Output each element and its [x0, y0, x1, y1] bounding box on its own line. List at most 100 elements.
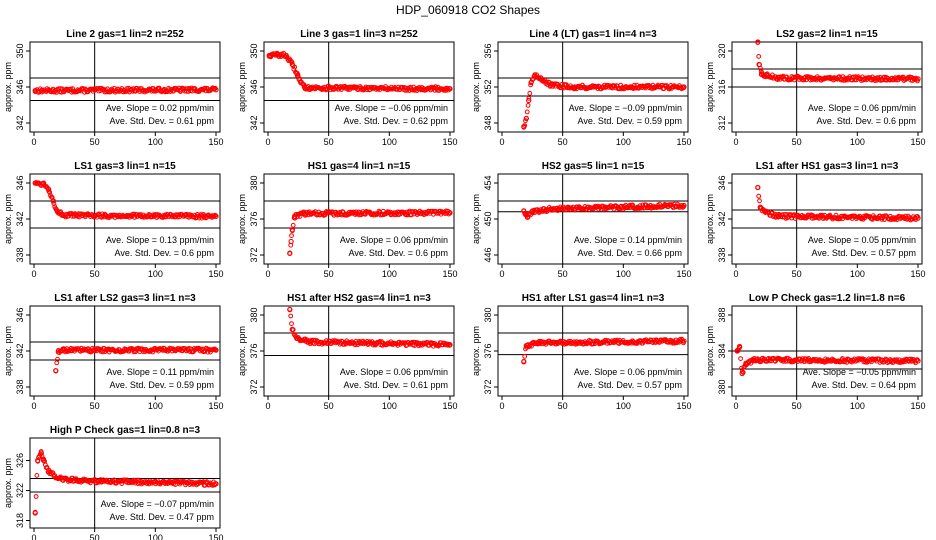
y-tick-label: 450 — [483, 211, 493, 226]
slope-text: Ave. Slope = 0.11 ppm/min — [107, 367, 214, 377]
panel-title: LS1 gas=3 lin=1 n=15 — [74, 161, 176, 172]
data-point — [196, 215, 202, 221]
data-point — [775, 75, 782, 81]
data-point — [603, 338, 609, 344]
scatter-series — [53, 345, 219, 374]
y-tick-label: 376 — [249, 343, 259, 358]
data-point — [736, 343, 743, 350]
data-point — [528, 79, 534, 86]
data-point — [915, 358, 921, 364]
chart-panel: LS1 gas=3 lin=1 n=15 0 50 100 150 338 342 346ap… — [3, 161, 224, 279]
panel-title: LS1 after LS2 gas=3 lin=1 n=3 — [54, 293, 196, 304]
data-point — [738, 356, 743, 362]
data-point — [521, 359, 527, 365]
data-point — [447, 342, 453, 348]
data-point — [83, 347, 88, 352]
data-point — [346, 84, 352, 90]
y-tick-label: 380 — [483, 307, 493, 322]
x-tick-label: 100 — [616, 269, 631, 279]
data-point — [34, 473, 40, 478]
chart-panel: High P Check gas=1 lin=0.8 n=3 0 50 100 150 3… — [3, 425, 224, 540]
scatter-series — [755, 184, 921, 223]
data-point — [151, 88, 157, 94]
std-dev-text: Ave. Std. Dev. = 0.59 ppm — [110, 380, 214, 390]
y-tick-label: 352 — [483, 79, 493, 94]
data-point — [289, 233, 294, 239]
panel-title: HS2 gas=5 lin=1 n=15 — [542, 161, 645, 172]
panel-title: Low P Check gas=1.2 lin=1.8 n=6 — [749, 293, 906, 304]
data-point — [46, 189, 52, 194]
data-point — [447, 86, 453, 92]
x-tick-label: 50 — [90, 269, 100, 279]
panel-title: Line 3 gas=1 lin=3 n=252 — [300, 29, 418, 40]
x-tick-label: 100 — [382, 269, 397, 279]
data-point — [521, 208, 527, 214]
slope-text: Ave. Slope = 0.05 ppm/min — [808, 235, 916, 245]
data-point — [289, 326, 295, 333]
x-tick-label: 150 — [676, 137, 691, 147]
slope-text: Ave. Slope = 0.06 ppm/min — [808, 103, 916, 113]
figure-title: HDP_060918 CO2 Shapes — [396, 3, 540, 17]
data-point — [55, 349, 61, 355]
y-axis-title: approx. ppm — [471, 326, 481, 376]
data-point — [51, 201, 57, 207]
panel-title: Line 2 gas=1 lin=2 n=252 — [66, 29, 184, 40]
x-tick-label: 50 — [324, 401, 334, 411]
slope-text: Ave. Slope = 0.06 ppm/min — [340, 235, 448, 245]
std-dev-text: Ave. Std. Dev. = 0.64 ppm — [812, 380, 916, 390]
x-tick-label: 50 — [324, 269, 334, 279]
x-tick-label: 150 — [442, 269, 457, 279]
data-point — [204, 346, 210, 352]
data-point — [743, 361, 749, 368]
slope-text: Ave. Slope = 0.14 ppm/min — [574, 235, 682, 245]
y-tick-label: 346 — [15, 307, 25, 322]
x-tick-label: 150 — [910, 269, 925, 279]
y-tick-label: 384 — [717, 343, 727, 358]
x-tick-label: 0 — [499, 137, 504, 147]
y-tick-label: 318 — [15, 513, 25, 528]
scatter-series — [287, 208, 453, 256]
chart-panel: Line 3 gas=1 lin=3 n=252 0 50 100 150 342 346 3… — [237, 29, 458, 147]
data-point — [79, 478, 86, 484]
data-point — [54, 208, 60, 214]
data-point — [681, 84, 687, 90]
y-tick-label: 446 — [483, 247, 493, 262]
data-point — [523, 115, 529, 122]
data-point — [915, 76, 921, 82]
scatter-series — [521, 336, 687, 365]
x-tick-label: 100 — [850, 137, 865, 147]
data-point — [38, 450, 44, 456]
data-point — [70, 214, 75, 219]
scatter-series — [521, 201, 687, 220]
chart-panel: HS1 after HS2 gas=4 lin=1 n=3 0 50 100 150 37… — [237, 293, 458, 411]
chart-panel: Line 4 (LT) gas=1 lin=4 n=3 0 50 100 150 348 3… — [471, 29, 692, 147]
x-tick-label: 0 — [499, 401, 504, 411]
panel-grid: Line 2 gas=1 lin=2 n=252 0 50 100 150 342 346 3… — [3, 29, 926, 540]
data-point — [32, 87, 38, 94]
y-tick-label: 322 — [15, 483, 25, 498]
x-tick-label: 150 — [208, 269, 223, 279]
y-tick-label: 376 — [483, 343, 493, 358]
x-tick-label: 50 — [90, 533, 100, 540]
data-point — [266, 52, 272, 59]
data-point — [290, 222, 296, 228]
x-tick-label: 0 — [31, 533, 36, 540]
data-point — [202, 85, 208, 91]
data-point — [526, 96, 532, 101]
data-point — [294, 70, 300, 77]
chart-panel: Line 2 gas=1 lin=2 n=252 0 50 100 150 342 346 3… — [3, 29, 224, 147]
x-tick-label: 0 — [733, 401, 738, 411]
y-tick-label: 346 — [717, 175, 727, 190]
data-point — [292, 213, 298, 219]
data-point — [883, 356, 889, 362]
chart-panel: Low P Check gas=1.2 lin=1.8 n=6 0 50 100 150… — [705, 293, 926, 411]
data-point — [45, 186, 52, 192]
data-point — [287, 250, 293, 256]
data-point — [858, 215, 863, 221]
data-point — [527, 90, 533, 96]
x-tick-label: 100 — [850, 401, 865, 411]
data-point — [755, 184, 761, 191]
y-tick-label: 320 — [717, 43, 727, 58]
y-tick-label: 346 — [15, 79, 25, 94]
